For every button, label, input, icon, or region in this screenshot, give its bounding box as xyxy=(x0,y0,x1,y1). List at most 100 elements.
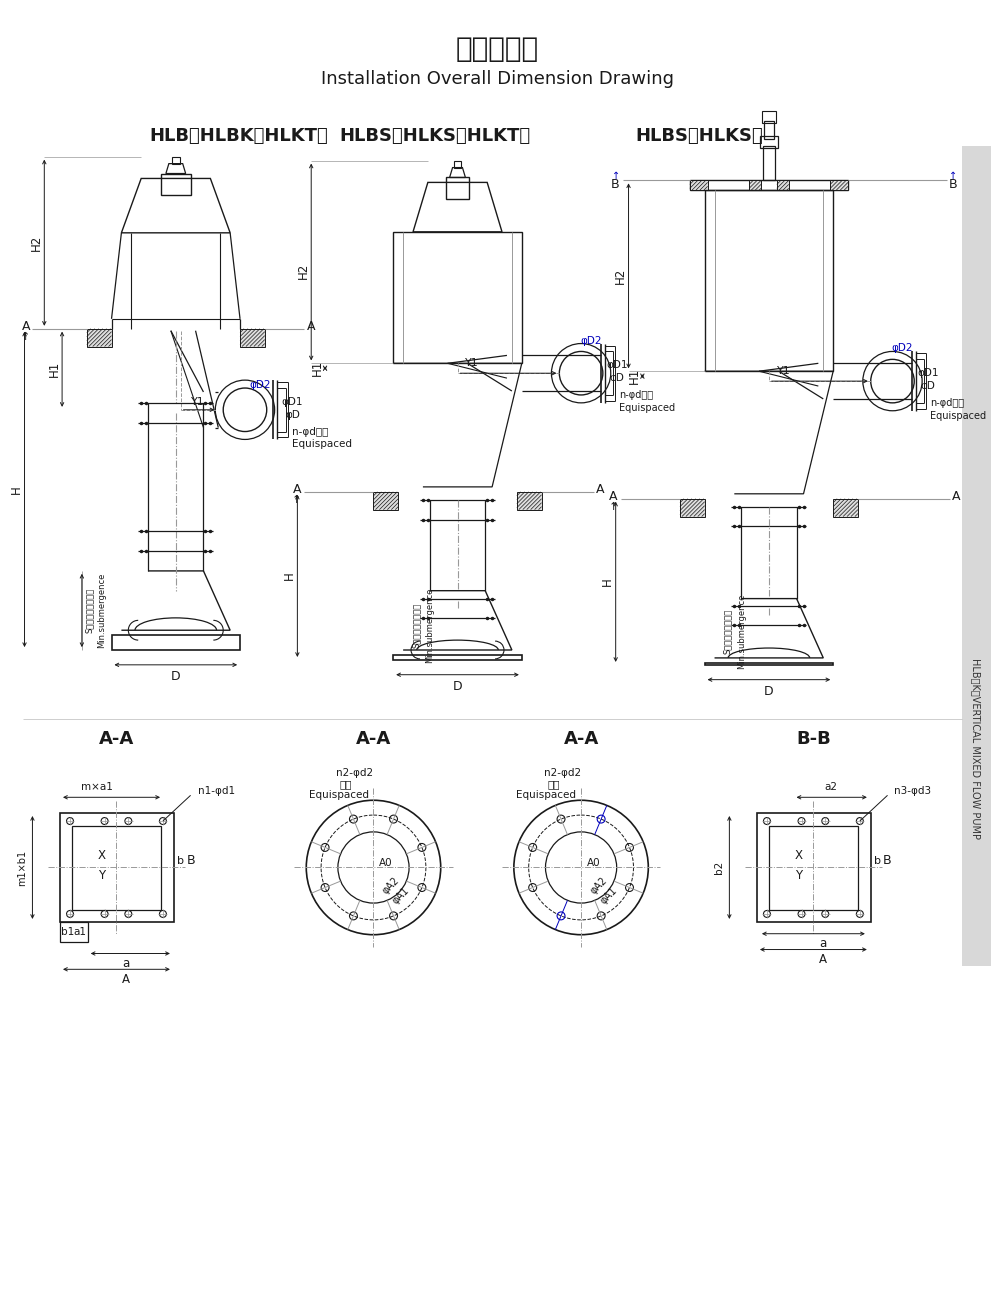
Text: n2-φd2: n2-φd2 xyxy=(336,767,373,777)
Bar xyxy=(393,231,522,363)
Bar xyxy=(705,663,833,664)
Text: B: B xyxy=(611,178,620,191)
Text: m1×b1: m1×b1 xyxy=(18,849,28,885)
Text: A-A: A-A xyxy=(563,731,599,747)
Text: H2: H2 xyxy=(30,234,43,251)
Text: φD2: φD2 xyxy=(580,335,602,346)
Text: n-φd均布: n-φd均布 xyxy=(292,426,329,437)
Text: ↑: ↑ xyxy=(949,172,957,182)
Text: φD1: φD1 xyxy=(606,360,627,370)
Text: A: A xyxy=(819,953,827,966)
Bar xyxy=(60,812,174,922)
Text: A: A xyxy=(952,490,960,503)
Text: φD2: φD2 xyxy=(892,343,913,354)
Text: m×a1: m×a1 xyxy=(81,783,113,793)
Text: D: D xyxy=(453,680,462,693)
Text: Y1: Y1 xyxy=(465,359,479,368)
Text: n-φd均布: n-φd均布 xyxy=(930,398,964,408)
Text: Equispaced: Equispaced xyxy=(516,790,576,801)
Bar xyxy=(680,499,705,516)
Text: φA1: φA1 xyxy=(391,885,412,906)
Text: S（最小淹没深度）: S（最小淹没深度） xyxy=(85,588,94,633)
Text: B: B xyxy=(186,854,195,867)
Text: 均布: 均布 xyxy=(340,780,352,789)
Text: Installation Overall Dimension Drawing: Installation Overall Dimension Drawing xyxy=(321,70,674,87)
Text: φD: φD xyxy=(921,381,936,391)
Text: n3-φd3: n3-φd3 xyxy=(894,786,932,797)
Text: A-A: A-A xyxy=(99,731,134,747)
Text: Equispaced: Equispaced xyxy=(292,439,352,450)
Bar xyxy=(112,636,240,650)
Text: A: A xyxy=(122,972,130,985)
Text: Equispaced: Equispaced xyxy=(619,403,675,413)
Text: φA1: φA1 xyxy=(598,885,619,906)
Bar xyxy=(830,181,848,190)
Text: H: H xyxy=(601,577,614,586)
Bar xyxy=(705,190,833,372)
Bar xyxy=(777,181,789,190)
Text: φD2: φD2 xyxy=(249,380,271,390)
Text: Y1: Y1 xyxy=(191,396,204,407)
Bar xyxy=(764,121,774,139)
Text: φD: φD xyxy=(285,410,300,420)
Bar xyxy=(690,181,848,190)
Bar xyxy=(240,329,265,347)
Text: n-φd均布: n-φd均布 xyxy=(619,390,653,400)
Text: Min.submergence: Min.submergence xyxy=(97,573,106,649)
Text: S（最小淹没深度）: S（最小淹没深度） xyxy=(723,610,732,654)
Text: φA2: φA2 xyxy=(588,875,609,896)
Text: HLBS、HLKS、HLKT型: HLBS、HLKS、HLKT型 xyxy=(339,127,530,144)
Text: A0: A0 xyxy=(587,858,601,867)
Text: H: H xyxy=(283,572,296,580)
Bar xyxy=(757,812,871,922)
Bar xyxy=(373,491,398,510)
Text: ↑: ↑ xyxy=(608,502,618,512)
Bar xyxy=(690,181,708,190)
Text: H: H xyxy=(10,485,23,494)
Text: b1: b1 xyxy=(61,927,75,937)
Text: HLB、HLBK、HLKT型: HLB、HLBK、HLKT型 xyxy=(149,127,328,144)
Text: a: a xyxy=(820,937,827,950)
Text: B-B: B-B xyxy=(796,731,831,747)
Text: 均布: 均布 xyxy=(547,780,560,789)
Text: b: b xyxy=(177,855,184,866)
Text: b: b xyxy=(874,855,881,866)
Bar xyxy=(962,146,991,966)
Bar xyxy=(769,826,858,910)
Text: Min.submergence: Min.submergence xyxy=(425,588,434,663)
Text: ↑: ↑ xyxy=(612,172,620,182)
Text: φD1: φD1 xyxy=(917,368,939,378)
Bar xyxy=(517,491,542,510)
Text: X: X xyxy=(795,849,803,862)
Bar xyxy=(87,329,112,347)
Text: X: X xyxy=(98,849,106,862)
Bar xyxy=(749,181,761,190)
Bar xyxy=(762,112,776,124)
Bar xyxy=(161,173,191,195)
Text: A0: A0 xyxy=(379,858,393,867)
Text: 外形安装图: 外形安装图 xyxy=(455,35,539,62)
Text: Y: Y xyxy=(98,868,105,881)
Text: D: D xyxy=(171,671,181,684)
Bar xyxy=(454,161,461,168)
Text: A: A xyxy=(596,484,604,497)
Bar xyxy=(833,499,858,516)
Text: Min.submergence: Min.submergence xyxy=(737,594,746,670)
Bar xyxy=(172,157,180,164)
Text: φA2: φA2 xyxy=(381,875,402,896)
Bar xyxy=(446,178,469,199)
Text: φD: φD xyxy=(609,373,624,384)
Bar xyxy=(763,146,775,181)
Text: D: D xyxy=(764,685,774,698)
Text: A: A xyxy=(293,484,301,497)
Text: Y: Y xyxy=(795,868,802,881)
Text: A: A xyxy=(307,320,316,333)
Text: A-A: A-A xyxy=(356,731,391,747)
Text: HLB（K）VERTICAL MIXED FLOW PUMP: HLB（K）VERTICAL MIXED FLOW PUMP xyxy=(971,658,981,840)
Text: S（最小淹没深度）: S（最小淹没深度） xyxy=(411,603,420,647)
Bar xyxy=(72,826,161,910)
Text: Equispaced: Equispaced xyxy=(930,411,986,421)
Text: φD1: φD1 xyxy=(282,396,303,407)
Text: Y1: Y1 xyxy=(777,367,791,376)
Text: H2: H2 xyxy=(297,263,310,278)
